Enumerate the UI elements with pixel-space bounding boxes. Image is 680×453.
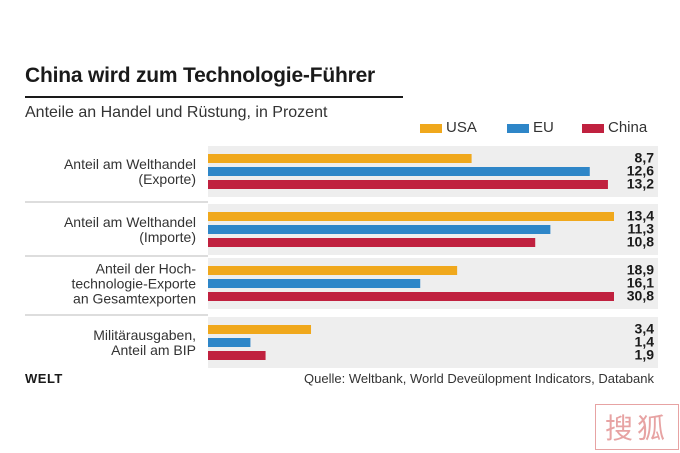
category-label: (Exporte)	[138, 171, 196, 187]
bar-china-2	[208, 292, 614, 301]
value-label-usa-0: 8,7	[635, 150, 655, 166]
value-label-china-0: 13,2	[627, 176, 654, 192]
bar-eu-2	[208, 279, 421, 288]
bar-eu-0	[208, 167, 590, 176]
legend-swatch-eu	[507, 124, 529, 133]
value-label-china-3: 1,9	[635, 347, 655, 363]
value-label-china-1: 10,8	[627, 234, 654, 250]
category-label: Anteil am Welthandel	[64, 156, 196, 172]
watermark-glyphs: 搜狐	[604, 412, 669, 445]
value-label-china-2: 30,8	[627, 288, 654, 304]
welt-logo: WELT	[25, 371, 63, 386]
value-label-eu-3: 1,4	[635, 334, 655, 350]
value-label-eu-1: 11,3	[628, 221, 655, 237]
legend-swatch-usa	[420, 124, 442, 133]
bar-usa-1	[208, 212, 614, 221]
title-rule	[25, 96, 403, 98]
category-label: technologie-Exporte	[71, 276, 196, 292]
category-label: (Importe)	[139, 229, 196, 245]
bar-eu-1	[208, 225, 551, 234]
legend: USA EU China	[420, 119, 660, 136]
legend-label-usa: USA	[446, 119, 477, 136]
group-background-3	[208, 317, 658, 368]
bar-china-3	[208, 351, 266, 360]
watermark-stamp: 搜狐	[595, 404, 679, 450]
category-label: Anteil am BIP	[111, 342, 196, 358]
bar-usa-3	[208, 325, 312, 334]
chart-title: China wird zum Technologie-Führer	[25, 64, 376, 87]
value-label-usa-1: 13,4	[627, 208, 654, 224]
value-label-usa-2: 18,9	[627, 262, 654, 278]
bar-china-1	[208, 238, 536, 247]
category-label: Militärausgaben,	[93, 327, 196, 343]
value-label-eu-2: 16,1	[627, 275, 654, 291]
source-note: Quelle: Weltbank, World Deveülopment Ind…	[304, 371, 654, 386]
value-label-usa-3: 3,4	[635, 321, 655, 337]
chart-subtitle: Anteile an Handel und Rüstung, in Prozen…	[25, 104, 328, 121]
category-label: Anteil der Hoch-	[96, 261, 197, 277]
legend-label-eu: EU	[533, 119, 554, 136]
bar-usa-2	[208, 266, 458, 275]
bar-eu-3	[208, 338, 251, 347]
category-label: an Gesamtexporten	[73, 291, 196, 307]
bar-usa-0	[208, 154, 472, 163]
legend-swatch-china	[582, 124, 604, 133]
bar-china-0	[208, 180, 608, 189]
legend-label-china: China	[608, 119, 648, 136]
category-label: Anteil am Welthandel	[64, 214, 196, 230]
value-label-eu-0: 12,6	[627, 163, 654, 179]
